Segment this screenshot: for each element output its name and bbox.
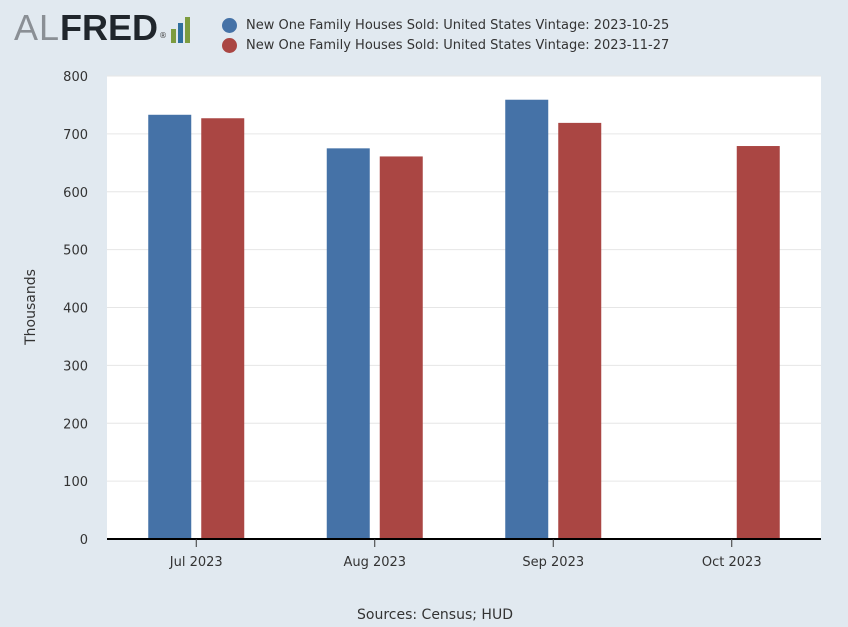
- bar-series-2[interactable]: [558, 122, 602, 539]
- bars: [148, 99, 780, 540]
- y-tick-label: 100: [63, 475, 88, 490]
- bar-series-2[interactable]: [379, 156, 423, 540]
- y-tick-label: 400: [63, 302, 88, 317]
- logo-bars-icon: [171, 13, 191, 43]
- bar-series-2[interactable]: [201, 118, 245, 539]
- legend-marker-series-2: [222, 37, 237, 53]
- legend-item-series-1[interactable]: New One Family Houses Sold: United State…: [222, 15, 669, 35]
- legend-label-series-2: New One Family Houses Sold: United State…: [246, 37, 670, 53]
- y-axis-ticks: 0 100 200 300 400 500 600 700 800: [63, 70, 88, 548]
- bar-series-1[interactable]: [148, 114, 192, 540]
- bar-series-2[interactable]: [736, 146, 780, 539]
- legend-marker-series-1: [222, 17, 237, 33]
- x-tick-label: Jul 2023: [169, 555, 223, 570]
- x-tick-label: Sep 2023: [522, 555, 584, 570]
- x-tick-label: Oct 2023: [702, 555, 762, 570]
- fred-logo: AL FRED ®: [14, 7, 191, 48]
- legend-label-series-1: New One Family Houses Sold: United State…: [246, 17, 670, 33]
- y-tick-label: 700: [63, 128, 88, 143]
- y-tick-label: 600: [63, 186, 88, 201]
- y-tick-label: 0: [80, 533, 88, 548]
- x-tick-label: Aug 2023: [343, 555, 406, 570]
- y-axis-title: Thousands: [23, 269, 39, 346]
- y-tick-label: 200: [63, 417, 88, 432]
- y-tick-label: 300: [63, 359, 88, 374]
- legend-item-series-2[interactable]: New One Family Houses Sold: United State…: [222, 35, 669, 55]
- source-note: Sources: Census; HUD: [357, 607, 513, 623]
- y-tick-label: 800: [63, 70, 88, 85]
- logo-al-text: AL: [14, 7, 61, 48]
- bar-series-1[interactable]: [505, 99, 549, 539]
- y-tick-label: 500: [63, 244, 88, 259]
- legend: New One Family Houses Sold: United State…: [222, 15, 669, 55]
- x-axis-ticks: Jul 2023 Aug 2023 Sep 2023 Oct 2023: [169, 539, 762, 570]
- bar-series-1[interactable]: [326, 148, 370, 539]
- logo-fred-text: FRED: [60, 7, 159, 48]
- logo-registered-mark: ®: [159, 31, 168, 40]
